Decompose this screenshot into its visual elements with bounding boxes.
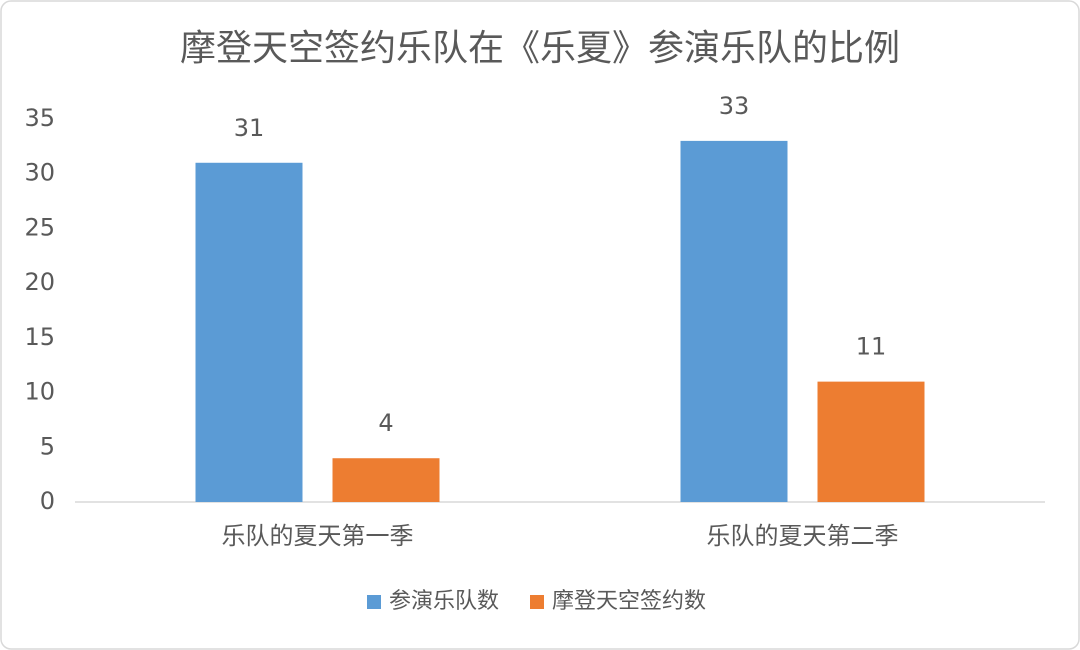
bar xyxy=(817,381,925,502)
y-tick-label: 35 xyxy=(24,104,55,132)
x-tick-label: 乐队的夏天第一季 xyxy=(222,522,414,550)
chart-title: 摩登天空签约乐队在《乐夏》参演乐队的比例 xyxy=(180,28,900,69)
data-label: 33 xyxy=(719,92,750,120)
legend-label: 参演乐队数 xyxy=(389,589,499,614)
y-tick-label: 25 xyxy=(24,213,55,241)
y-tick-label: 20 xyxy=(24,268,55,296)
y-tick-label: 15 xyxy=(24,323,55,351)
x-tick-label: 乐队的夏天第二季 xyxy=(707,522,899,550)
y-tick-label: 5 xyxy=(40,432,55,460)
bar xyxy=(680,140,788,502)
data-label: 11 xyxy=(856,333,887,361)
y-tick-label: 30 xyxy=(24,159,55,187)
y-tick-label: 10 xyxy=(24,378,55,406)
data-label: 31 xyxy=(234,114,265,142)
bar xyxy=(332,458,440,502)
y-tick-label: 0 xyxy=(40,487,55,515)
legend-swatch xyxy=(530,595,544,609)
bar xyxy=(195,162,303,502)
data-label: 4 xyxy=(378,409,393,437)
legend-swatch xyxy=(367,595,381,609)
legend-label: 摩登天空签约数 xyxy=(552,589,706,614)
